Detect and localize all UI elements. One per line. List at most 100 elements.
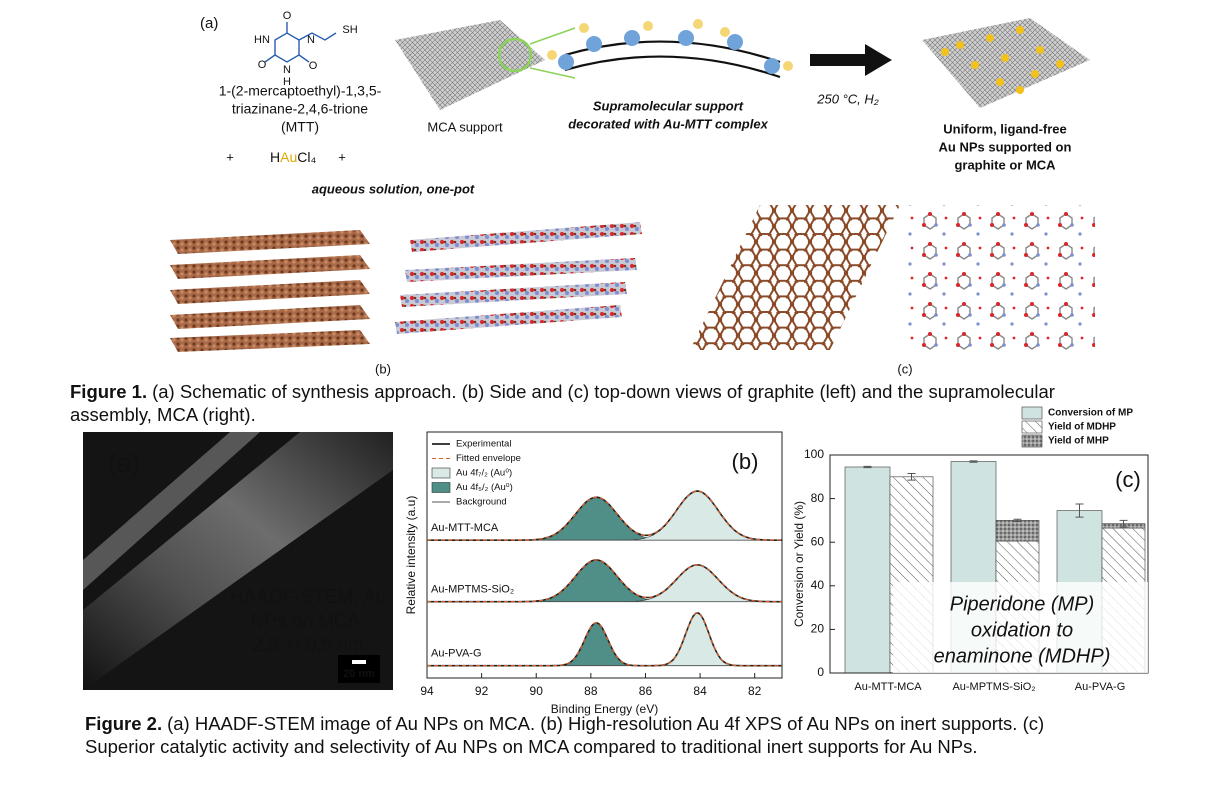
- y-tick-label: 80: [811, 491, 825, 505]
- x-tick-label: 90: [530, 684, 544, 698]
- panel-label: (b): [375, 361, 391, 376]
- note: 250 °C, H₂: [816, 91, 879, 106]
- fitted-envelope: [427, 612, 782, 667]
- panel-label: (c): [897, 361, 912, 376]
- legend-swatch: [431, 467, 451, 479]
- atom-label: N: [283, 64, 291, 76]
- molecule-name: triazinane-2,4,6-trione: [232, 101, 368, 117]
- reagent-part: Au: [280, 149, 297, 165]
- molecule-name: 1-(2-mercaptoethyl)-1,3,5-: [219, 83, 382, 99]
- caption-label: Figure 1.: [70, 381, 147, 402]
- legend-label: Au 4f₅/₂ (Au⁰): [456, 482, 513, 493]
- note: decorated with Au-MTT complex: [568, 116, 768, 131]
- spectrum-label: Au-MPTMS-SiO₂: [431, 584, 514, 596]
- panel-label: (a): [200, 15, 218, 32]
- fitted-envelope: [427, 559, 782, 603]
- scale-bar-label: 20 nm: [343, 668, 375, 680]
- slab-au: [922, 18, 1090, 108]
- legend-swatch: [1021, 406, 1043, 420]
- x-tick-label: Au-MPTMS-SiO₂: [952, 681, 1035, 693]
- scale-bar-bg: [338, 655, 380, 683]
- support-sheet: [547, 19, 793, 79]
- molecule-name: (MTT): [281, 119, 319, 135]
- x-tick-label: 88: [584, 684, 598, 698]
- y-tick-label: 20: [811, 622, 825, 636]
- molecule: [264, 22, 337, 63]
- image-text: HAADF-STEM, Au: [230, 587, 386, 608]
- caption-text: (a) HAADF-STEM image of Au NPs on MCA. (…: [167, 713, 1044, 734]
- atom-label: N: [307, 34, 315, 46]
- atom-label: H: [283, 76, 291, 88]
- note: MCA support: [427, 119, 503, 134]
- reagent: HAuCl₄: [270, 149, 316, 165]
- caption-text: Superior catalytic activity and selectiv…: [85, 736, 978, 757]
- slab: [395, 20, 576, 110]
- plus: +: [338, 149, 346, 164]
- mca-side: [395, 222, 642, 334]
- panel-label: (c): [1115, 467, 1141, 492]
- annotation: oxidation to: [971, 619, 1073, 641]
- error-bar: [1013, 518, 1022, 522]
- legend-swatch: [431, 482, 451, 493]
- plus: +: [226, 149, 234, 164]
- graphite-top: [690, 205, 900, 350]
- caption-label: Figure 2.: [85, 713, 162, 734]
- annotation: Piperidone (MP): [950, 593, 1095, 615]
- atom-label: O: [283, 10, 292, 22]
- caption-text: assembly, MCA (right).: [70, 404, 256, 425]
- bar: [844, 466, 891, 674]
- legend-label: Conversion of MP: [1048, 408, 1133, 419]
- spectrum-label: Au-MTT-MCA: [431, 522, 499, 534]
- annotation-bg: [893, 582, 1148, 673]
- reagent-part: Cl₄: [297, 149, 316, 165]
- legend-label: Au 4f₇/₂ (Au⁰): [456, 468, 512, 479]
- fitted-envelope: [427, 490, 782, 541]
- legend-label: Experimental: [456, 439, 511, 450]
- reagent-part: H: [270, 149, 280, 165]
- y-axis-label: Conversion or Yield (%): [792, 501, 806, 627]
- note: Au NPs supported on: [939, 139, 1072, 154]
- error-bar: [863, 465, 872, 469]
- panel-label: (a): [108, 448, 140, 478]
- y-tick-label: 100: [804, 447, 824, 461]
- x-tick-label: 94: [420, 684, 434, 698]
- note: Uniform, ligand-free: [943, 121, 1067, 136]
- image-text: 2.5 +/ 0.5 nm: [252, 635, 363, 656]
- atom-label: HN: [254, 34, 270, 46]
- legend-swatch: [1021, 420, 1043, 434]
- x-tick-label: Au-PVA-G: [1075, 681, 1126, 693]
- y-tick-label: 60: [811, 534, 825, 548]
- error-bar: [1119, 519, 1128, 528]
- error-bar: [1075, 503, 1084, 518]
- stem-image: [83, 432, 393, 690]
- y-tick-label: 40: [811, 578, 825, 592]
- plot-frame: [426, 431, 783, 679]
- y-tick-label: 0: [817, 665, 824, 679]
- x-tick-label: Au-MTT-MCA: [854, 681, 922, 693]
- note: Supramolecular support: [593, 98, 744, 113]
- note: aqueous solution, one-pot: [312, 181, 475, 196]
- legend-label: Yield of MHP: [1048, 436, 1109, 447]
- x-tick-label: 92: [475, 684, 489, 698]
- bar: [995, 520, 1040, 542]
- graphite-side: [170, 230, 370, 352]
- legend-label: Background: [456, 497, 507, 508]
- legend-label: Yield of MDHP: [1048, 422, 1116, 433]
- caption-text: (a) Schematic of synthesis approach. (b)…: [152, 381, 1055, 402]
- caption: Superior catalytic activity and selectiv…: [85, 736, 978, 757]
- x-tick-label: 84: [693, 684, 707, 698]
- spectrum-label: Au-PVA-G: [431, 648, 482, 660]
- annotation: enaminone (MDHP): [934, 645, 1111, 667]
- mca-top: [905, 205, 1095, 350]
- caption: assembly, MCA (right).: [70, 404, 256, 425]
- error-bar: [969, 460, 978, 463]
- x-axis-label: Binding Energy (eV): [551, 702, 658, 716]
- caption: Figure 1. (a) Schematic of synthesis appr…: [70, 381, 1055, 402]
- atom-label: SH: [342, 24, 357, 36]
- atom-label: O: [309, 60, 318, 72]
- caption: Figure 2. (a) HAADF-STEM image of Au NPs …: [85, 713, 1044, 734]
- atom-label: O: [258, 59, 267, 71]
- arrow: [810, 44, 892, 76]
- legend-label: Fitted envelope: [456, 453, 521, 464]
